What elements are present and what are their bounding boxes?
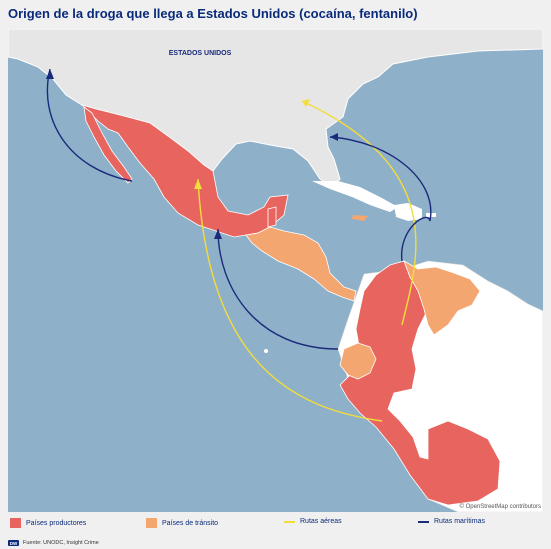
galapagos-islands bbox=[264, 349, 268, 353]
maritime-route-arrow-2 bbox=[214, 229, 222, 239]
maritime-route-arrow-3 bbox=[330, 133, 338, 141]
air-route-pacific bbox=[197, 178, 383, 422]
air-route-caribbean bbox=[301, 100, 417, 326]
maritime-route-caribbean bbox=[329, 136, 432, 262]
usa-label: ESTADOS UNIDOS bbox=[169, 50, 232, 57]
legend-maritimas: Rutas marítimas bbox=[418, 518, 485, 525]
legend-productores: Países productores bbox=[10, 518, 86, 528]
legend-productores-label: Países productores bbox=[26, 519, 87, 527]
usa-land bbox=[8, 29, 543, 188]
legend-maritimas-label: Rutas marítimas bbox=[434, 518, 485, 525]
venezuela bbox=[403, 260, 481, 336]
maritime-route-pacific-south bbox=[217, 228, 339, 350]
dw-logo: DW bbox=[8, 540, 19, 546]
map-svg: ESTADOS UNIDOS bbox=[8, 29, 543, 512]
maritime-route-arrow-1 bbox=[46, 69, 54, 79]
aereas-line bbox=[284, 520, 295, 523]
source-text: Fuente: UNODC, Insight Crime bbox=[23, 540, 99, 546]
air-route-arrow-2 bbox=[302, 99, 310, 107]
maritime-routes bbox=[46, 68, 432, 350]
air-route-arrow-1 bbox=[194, 179, 202, 189]
central-america bbox=[245, 226, 357, 302]
air-routes bbox=[197, 100, 417, 422]
productores-swatch bbox=[10, 518, 21, 528]
ecuador bbox=[339, 342, 377, 380]
legend-aereas: Rutas aéreas bbox=[284, 518, 342, 525]
cuba bbox=[312, 181, 398, 212]
transito-swatch bbox=[146, 518, 157, 528]
belize bbox=[267, 206, 277, 228]
jamaica bbox=[352, 215, 368, 221]
maritime-route-pacific-north bbox=[46, 68, 133, 182]
mexico bbox=[80, 104, 289, 238]
maritimas-line bbox=[418, 520, 429, 523]
hispaniola bbox=[394, 203, 422, 221]
source-note: DW Fuente: UNODC, Insight Crime bbox=[8, 540, 99, 546]
map-area: ESTADOS UNIDOS © OpenStreetMap contribut… bbox=[8, 29, 543, 512]
map-attribution: © OpenStreetMap contributors bbox=[459, 504, 541, 510]
legend-transito-label: Países de tránsito bbox=[162, 519, 219, 527]
map-title: Origen de la droga que llega a Estados U… bbox=[8, 6, 418, 21]
legend-transito: Países de tránsito bbox=[146, 518, 218, 528]
legend: Países productores Países de tránsito Ru… bbox=[8, 518, 543, 532]
legend-aereas-label: Rutas aéreas bbox=[300, 518, 342, 525]
